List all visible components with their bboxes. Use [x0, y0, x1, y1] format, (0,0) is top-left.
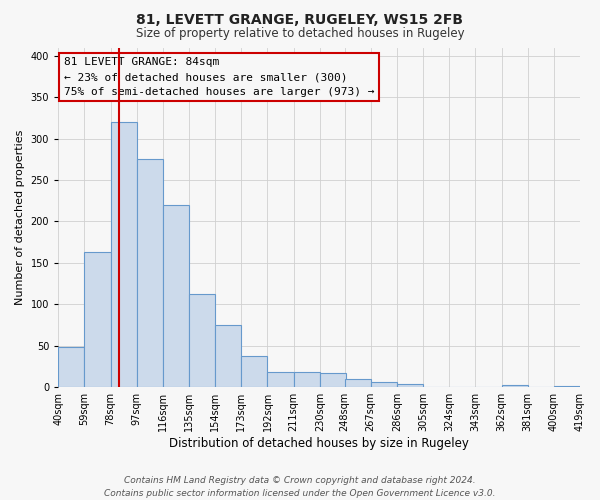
Bar: [241, 356, 268, 387]
Bar: [163, 205, 189, 387]
Bar: [58, 348, 85, 387]
Y-axis label: Number of detached properties: Number of detached properties: [15, 130, 25, 305]
Bar: [371, 382, 397, 387]
Bar: [137, 160, 163, 387]
Bar: [110, 122, 137, 387]
Bar: [397, 384, 423, 387]
Bar: [215, 325, 241, 387]
Bar: [189, 294, 215, 387]
Text: Size of property relative to detached houses in Rugeley: Size of property relative to detached ho…: [136, 28, 464, 40]
Bar: [85, 252, 110, 387]
Text: 81 LEVETT GRANGE: 84sqm
← 23% of detached houses are smaller (300)
75% of semi-d: 81 LEVETT GRANGE: 84sqm ← 23% of detache…: [64, 58, 374, 97]
Bar: [554, 386, 580, 387]
X-axis label: Distribution of detached houses by size in Rugeley: Distribution of detached houses by size …: [169, 437, 469, 450]
Bar: [502, 384, 527, 387]
Text: Contains HM Land Registry data © Crown copyright and database right 2024.
Contai: Contains HM Land Registry data © Crown c…: [104, 476, 496, 498]
Text: 81, LEVETT GRANGE, RUGELEY, WS15 2FB: 81, LEVETT GRANGE, RUGELEY, WS15 2FB: [137, 12, 464, 26]
Bar: [268, 372, 293, 387]
Bar: [580, 386, 600, 387]
Bar: [320, 373, 346, 387]
Bar: [293, 372, 320, 387]
Bar: [344, 379, 371, 387]
